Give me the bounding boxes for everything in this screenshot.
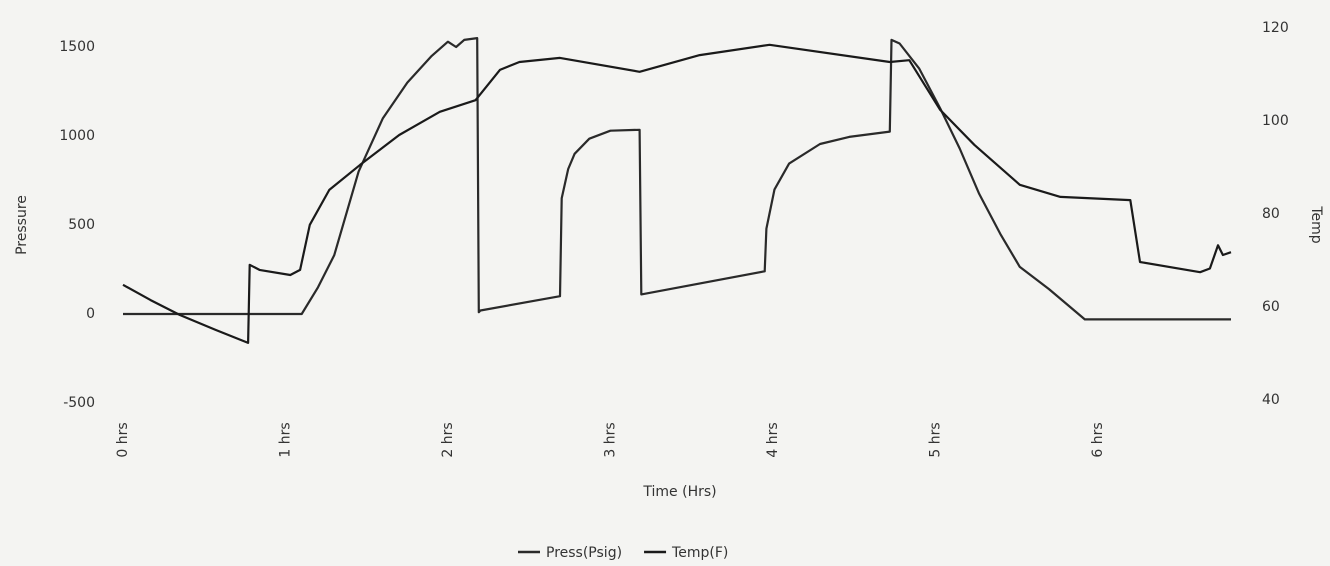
x-tick-label: 0 hrs [115, 422, 131, 457]
legend-label: Press(Psig) [546, 545, 622, 561]
y2-tick-label: 40 [1262, 392, 1280, 408]
x-tick-label: 2 hrs [440, 422, 456, 457]
y-tick-label: -500 [63, 395, 95, 411]
x-tick-label: 4 hrs [765, 422, 781, 457]
x-tick-label: 6 hrs [1090, 422, 1106, 457]
x-tick-label: 3 hrs [602, 422, 618, 457]
y-tick-label: 0 [86, 306, 95, 322]
y2-tick-label: 100 [1262, 113, 1289, 129]
y2-tick-label: 60 [1262, 299, 1280, 315]
y-tick-label: 500 [68, 217, 95, 233]
x-tick-label: 5 hrs [927, 422, 943, 457]
x-axis-label: Time (Hrs) [642, 484, 716, 500]
y2-tick-label: 80 [1262, 206, 1280, 222]
x-tick-label: 1 hrs [277, 422, 293, 457]
y-axis-label: Pressure [14, 195, 30, 255]
legend-label: Temp(F) [671, 545, 728, 561]
y-tick-label: 1000 [59, 128, 95, 144]
series-line [123, 37, 1231, 321]
y2-axis-label: Temp [1308, 205, 1324, 243]
y2-tick-label: 120 [1262, 20, 1289, 36]
y-tick-label: 1500 [59, 39, 95, 55]
series-line [122, 43, 1232, 344]
